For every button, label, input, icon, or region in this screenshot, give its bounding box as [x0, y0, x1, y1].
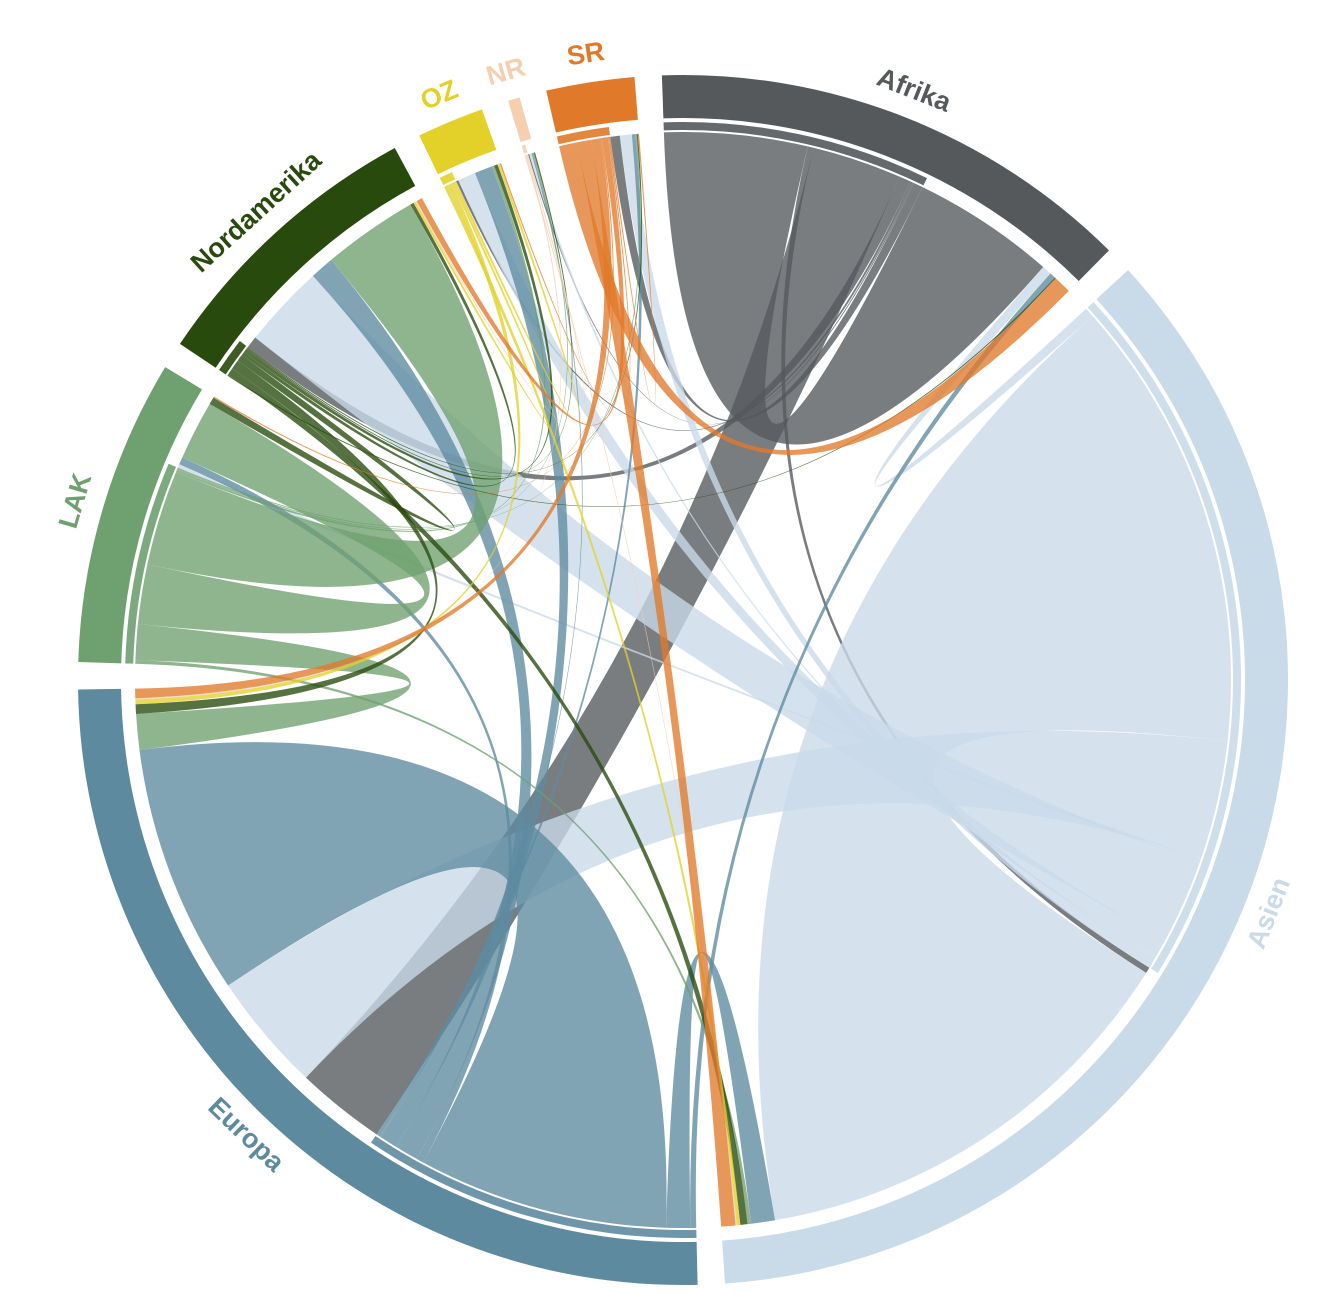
sector-out-arc — [370, 1135, 697, 1239]
sector-arc — [661, 75, 1109, 281]
sector-out-arc — [125, 463, 176, 664]
sector-arc — [508, 97, 532, 142]
chord — [305, 147, 900, 1135]
sector-arc — [179, 148, 416, 368]
sector-arc — [546, 76, 638, 133]
sector-arc — [722, 270, 1289, 1284]
region-label: SR — [565, 36, 607, 71]
sector-arc — [419, 109, 497, 175]
chord — [453, 163, 582, 427]
sector-arc — [78, 367, 203, 664]
chord — [135, 623, 411, 751]
sector-out-arc — [219, 340, 247, 375]
chord — [228, 730, 1228, 1078]
chord — [758, 315, 1232, 1221]
chords — [135, 131, 1232, 1228]
chord — [139, 742, 667, 1228]
sector-out-arc — [556, 126, 610, 145]
chord — [576, 139, 736, 1227]
sector-out-arc — [663, 121, 927, 186]
region-label: NR — [483, 52, 529, 92]
chord — [137, 403, 430, 634]
sector-out-arc — [439, 172, 456, 186]
region-label: Afrika — [873, 62, 956, 118]
sector-out-arc — [521, 144, 528, 154]
chord — [147, 204, 503, 587]
chord — [179, 457, 512, 1163]
region-label: LAK — [53, 469, 98, 531]
chord — [609, 133, 656, 408]
chord — [666, 951, 776, 1228]
chord — [255, 275, 1200, 940]
region-label: OZ — [416, 74, 462, 116]
sector-arc — [78, 688, 698, 1285]
